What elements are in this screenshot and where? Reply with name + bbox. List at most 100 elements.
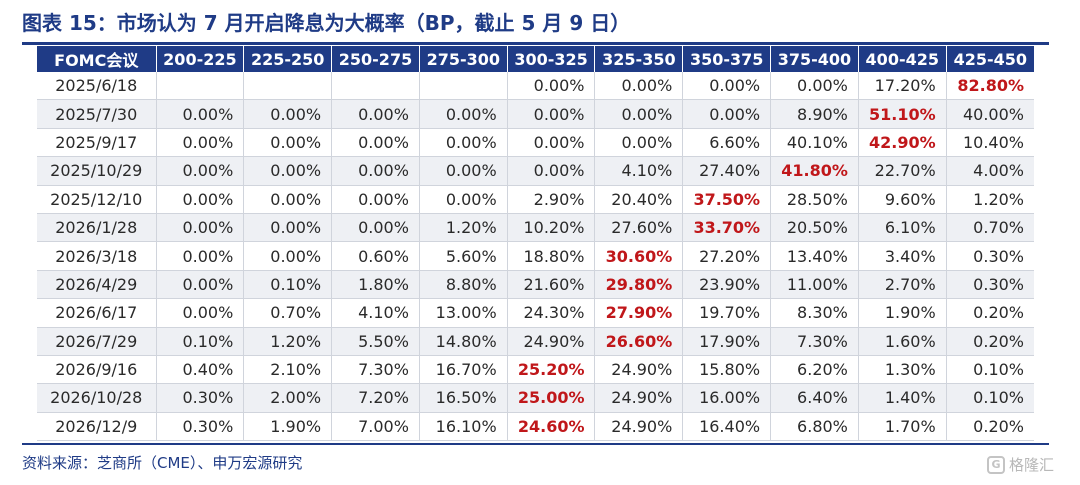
probability-cell: 28.50% xyxy=(770,185,859,214)
probability-cell: 2.00% xyxy=(243,383,332,413)
table-row: 2026/10/28 0.30% 2.00% 7.20% 16.50% 25.00% 24.… xyxy=(37,383,1034,413)
gelonghui-logo-icon: G xyxy=(986,455,1005,474)
column-header-meeting: FOMC会议 xyxy=(37,46,156,72)
probability-cell: 20.40% xyxy=(594,185,683,214)
table-row: 2025/9/17 0.00% 0.00% 0.00% 0.00% 0.00% 0.00% 6… xyxy=(37,128,1034,158)
probability-cell: 1.70% xyxy=(857,412,947,442)
probability-cell: 1.20% xyxy=(945,185,1034,214)
probability-cell: 16.40% xyxy=(682,412,771,442)
figure-title: 图表 15：市场认为 7 月开启降息为大概率（BP，截止 5 月 9 日） xyxy=(22,11,631,35)
probability-cell: 2.10% xyxy=(243,355,332,385)
probability-cell: 0.10% xyxy=(155,327,244,356)
probability-cell: 0.70% xyxy=(945,213,1034,243)
table-row: 2025/10/29 0.00% 0.00% 0.00% 0.00% 0.00% 4.10%… xyxy=(37,156,1034,186)
max-probability-cell: 82.80% xyxy=(945,72,1034,101)
probability-cell: 0.00% xyxy=(682,99,771,129)
probability-cell: 6.40% xyxy=(770,383,859,413)
title-rule xyxy=(22,42,1049,45)
probability-cell: 27.40% xyxy=(682,156,771,186)
probability-cell: 17.20% xyxy=(857,72,947,101)
probability-cell: 15.80% xyxy=(682,355,771,385)
table-row: 2026/1/28 0.00% 0.00% 0.00% 1.20% 10.20% 27.60… xyxy=(37,213,1034,243)
probability-cell: 0.70% xyxy=(243,298,332,328)
table-row: 2026/9/16 0.40% 2.10% 7.30% 16.70% 25.20% 24.9… xyxy=(37,355,1034,385)
column-header: 200-225 xyxy=(155,46,244,72)
probability-cell: 1.90% xyxy=(857,298,947,328)
probability-cell: 0.00% xyxy=(331,185,420,214)
probability-cell: 0.00% xyxy=(331,128,420,158)
max-probability-cell: 29.80% xyxy=(594,270,683,300)
probability-cell: 0.30% xyxy=(155,383,244,413)
probability-cell: 27.20% xyxy=(682,241,771,271)
max-probability-cell: 26.60% xyxy=(594,327,683,356)
probability-cell: 0.00% xyxy=(418,128,508,158)
table-row: 2025/6/18 0.00% 0.00% 0.00% 0.00% 17.20% 82.80… xyxy=(37,72,1034,101)
meeting-date-cell: 2026/1/28 xyxy=(37,213,156,243)
meeting-date-cell: 2026/9/16 xyxy=(37,355,156,385)
probability-cell: 0.00% xyxy=(155,99,244,129)
watermark-text: 格隆汇 xyxy=(1008,456,1054,474)
probability-cell: 0.00% xyxy=(506,99,595,129)
probability-cell: 0.00% xyxy=(418,185,508,214)
probability-cell: 8.30% xyxy=(770,298,859,328)
probability-cell xyxy=(155,72,244,101)
probability-cell: 6.20% xyxy=(770,355,859,385)
column-header: 425-450 xyxy=(945,46,1034,72)
meeting-date-cell: 2025/9/17 xyxy=(37,128,156,158)
probability-cell: 1.90% xyxy=(243,412,332,442)
max-probability-cell: 27.90% xyxy=(594,298,683,328)
probability-cell: 24.90% xyxy=(594,383,683,413)
watermark: G 格隆汇 xyxy=(986,454,1054,475)
meeting-date-cell: 2025/6/18 xyxy=(37,72,156,101)
probability-cell: 0.00% xyxy=(594,99,683,129)
probability-cell: 0.00% xyxy=(331,99,420,129)
column-header: 300-325 xyxy=(506,46,595,72)
probability-cell: 0.00% xyxy=(155,156,244,186)
probability-cell: 0.40% xyxy=(155,355,244,385)
probability-cell: 0.30% xyxy=(945,270,1034,300)
max-probability-cell: 24.60% xyxy=(506,412,595,442)
probability-cell: 27.60% xyxy=(594,213,683,243)
header-row: FOMC会议 200-225 225-250 250-275 275-300 3… xyxy=(37,46,1034,72)
probability-cell: 17.90% xyxy=(682,327,771,356)
meeting-date-cell: 2026/4/29 xyxy=(37,270,156,300)
probability-cell: 1.20% xyxy=(243,327,332,356)
table-row: 2026/3/18 0.00% 0.00% 0.60% 5.60% 18.80% 30.60… xyxy=(37,241,1034,271)
probability-cell: 13.40% xyxy=(770,241,859,271)
probability-cell: 24.30% xyxy=(506,298,595,328)
probability-cell: 11.00% xyxy=(770,270,859,300)
probability-cell: 14.80% xyxy=(418,327,508,356)
meeting-date-cell: 2026/12/9 xyxy=(37,412,156,442)
max-probability-cell: 25.00% xyxy=(506,383,595,413)
meeting-date-cell: 2025/7/30 xyxy=(37,99,156,129)
probability-table: FOMC会议 200-225 225-250 250-275 275-300 3… xyxy=(37,46,1034,442)
max-probability-cell: 33.70% xyxy=(682,213,771,243)
probability-cell: 0.00% xyxy=(243,99,332,129)
bottom-rule xyxy=(22,443,1049,445)
probability-cell xyxy=(331,72,420,101)
probability-cell: 24.90% xyxy=(594,355,683,385)
table-body: 2025/6/18 0.00% 0.00% 0.00% 0.00% 17.20% 82.80… xyxy=(37,72,1034,442)
probability-cell: 1.30% xyxy=(857,355,947,385)
probability-cell: 5.50% xyxy=(331,327,420,356)
probability-cell: 0.00% xyxy=(155,128,244,158)
meeting-date-cell: 2025/12/10 xyxy=(37,185,156,214)
column-header: 275-300 xyxy=(418,46,508,72)
probability-cell: 0.10% xyxy=(945,383,1034,413)
probability-cell: 2.90% xyxy=(506,185,595,214)
probability-cell: 10.40% xyxy=(945,128,1034,158)
max-probability-cell: 41.80% xyxy=(770,156,859,186)
probability-cell: 0.00% xyxy=(331,213,420,243)
probability-cell: 0.60% xyxy=(331,241,420,271)
probability-cell: 0.00% xyxy=(770,72,859,101)
probability-cell: 3.40% xyxy=(857,241,947,271)
probability-cell: 40.00% xyxy=(945,99,1034,129)
table-row: 2026/6/17 0.00% 0.70% 4.10% 13.00% 24.30% 27.9… xyxy=(37,298,1034,328)
probability-cell: 0.20% xyxy=(945,327,1034,356)
probability-cell: 24.90% xyxy=(594,412,683,442)
column-header: 375-400 xyxy=(770,46,859,72)
probability-cell: 4.10% xyxy=(594,156,683,186)
probability-cell: 16.00% xyxy=(682,383,771,413)
probability-cell xyxy=(418,72,508,101)
probability-cell: 0.00% xyxy=(418,99,508,129)
